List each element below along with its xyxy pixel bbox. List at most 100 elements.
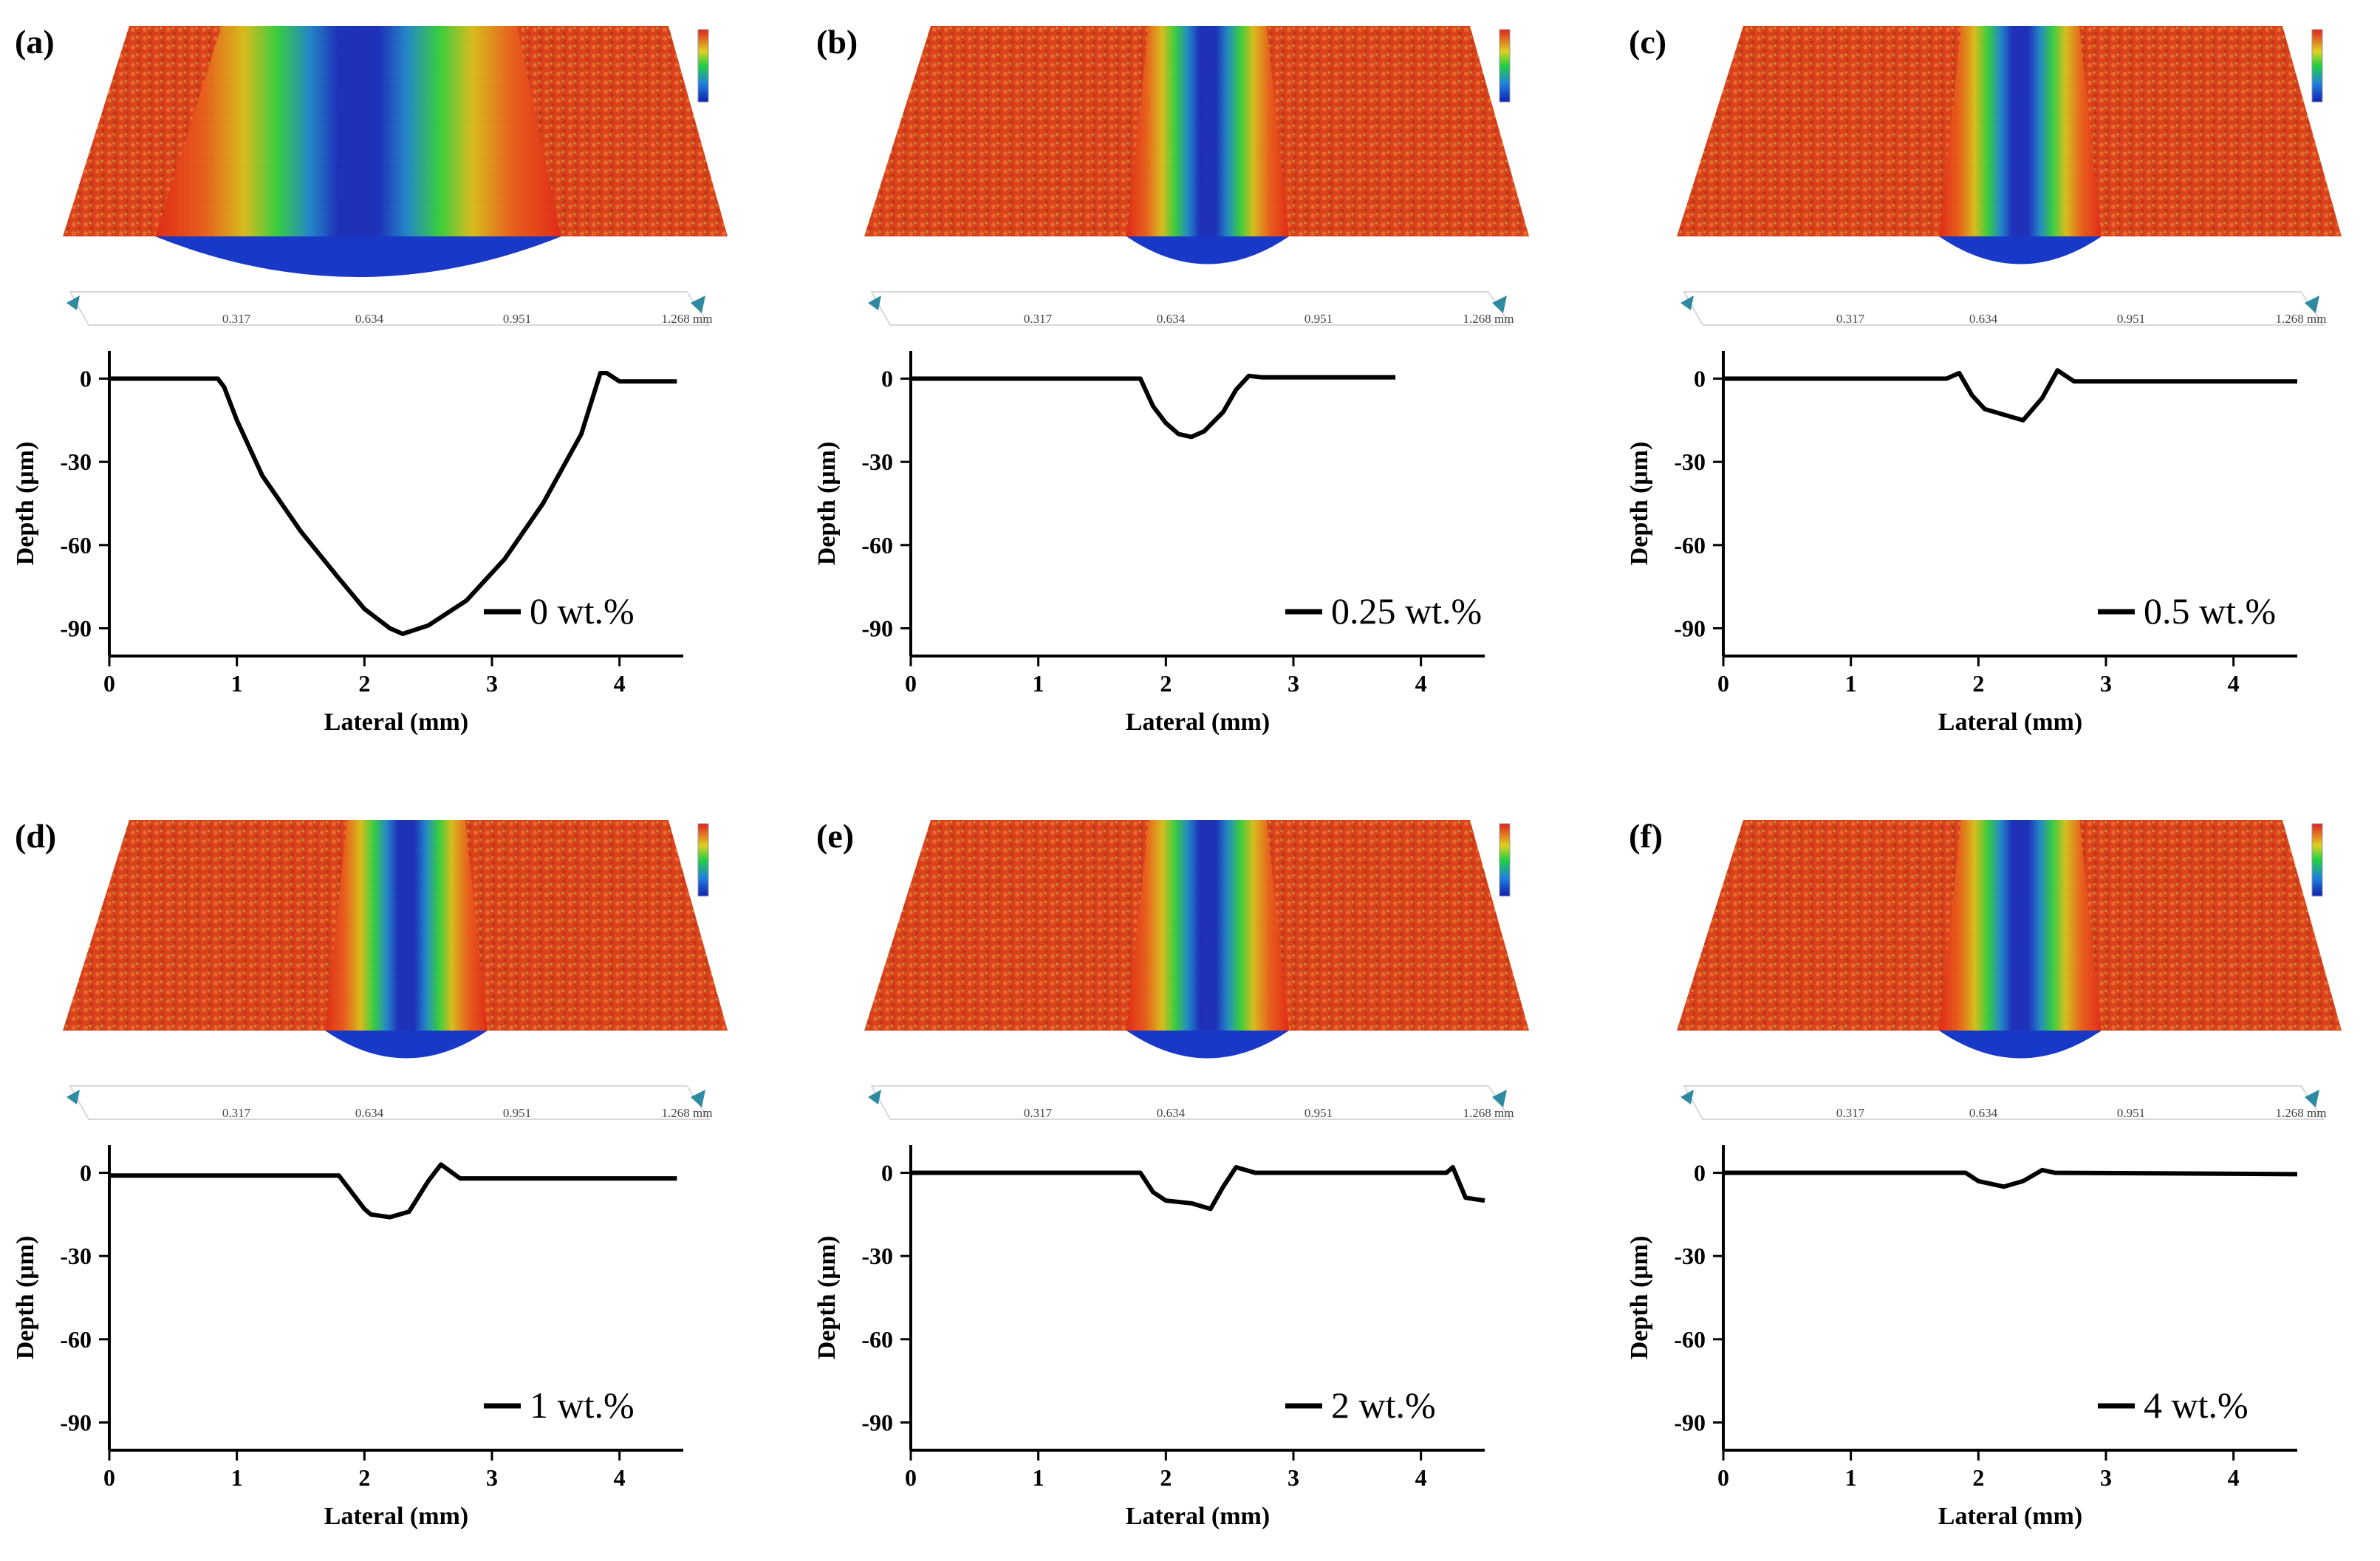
wear-track — [1126, 820, 1289, 1031]
depth-profile-chart: 0 -30 -60 -90 0 1 2 3 4 Lateral (mm) Depth (μm) 4 w… — [1626, 1145, 2298, 1530]
scan-axis-tick: 0.317 — [222, 1106, 251, 1120]
x-axis-label: Lateral (mm) — [1938, 1503, 2082, 1530]
panel-1: 0.317 0.634 0.951 1.268 mm (b) 0 -30 -60 -90 0 1 2 3… — [813, 23, 1529, 736]
series-line — [1723, 1167, 2298, 1189]
depth-profile-chart: 0 -30 -60 -90 0 1 2 3 4 Lateral (mm) Depth (μm) 0.2… — [813, 351, 1485, 736]
panel-2: 0.317 0.634 0.951 1.268 mm (c) 0 -30 -60 -90 0 1 2 3… — [1626, 23, 2342, 736]
x-tick-label: 2 — [1160, 670, 1172, 697]
legend-label: 4 wt.% — [2144, 1384, 2249, 1426]
axis-marker-icon — [1680, 1090, 1694, 1104]
x-tick-label: 1 — [1845, 1464, 1857, 1491]
wear-track — [1939, 26, 2102, 236]
series-line — [911, 1165, 1485, 1212]
x-tick-label: 2 — [358, 1464, 370, 1491]
surface-floor-grid — [1683, 291, 2325, 326]
axis-marker-icon — [1492, 1090, 1507, 1107]
y-axis-label: Depth (μm) — [813, 442, 841, 566]
legend-label: 1 wt.% — [530, 1384, 635, 1426]
x-tick-label: 4 — [614, 1464, 626, 1491]
x-tick-label: 4 — [1415, 1464, 1427, 1491]
y-tick-label: -90 — [861, 1409, 893, 1435]
axis-marker-icon — [691, 1090, 705, 1107]
axis-marker-icon — [868, 296, 881, 310]
legend-label: 0 wt.% — [530, 590, 635, 632]
x-tick-label: 3 — [486, 670, 498, 697]
panel-label: (e) — [816, 817, 854, 855]
scan-axis-tick: 0.634 — [1157, 312, 1186, 326]
depth-profile-chart: 0 -30 -60 -90 0 1 2 3 4 Lateral (mm) Depth (μm) 0.5… — [1626, 351, 2297, 736]
y-tick-label: -60 — [861, 532, 893, 559]
axis-marker-icon — [1492, 296, 1507, 313]
y-axis-label: Depth (μm) — [12, 1236, 39, 1360]
y-tick-label: -60 — [861, 1326, 893, 1353]
y-tick-label: -30 — [861, 448, 893, 475]
surface-floor-grid — [870, 1085, 1512, 1120]
x-tick-label: 1 — [1845, 670, 1857, 697]
wear-track-dip — [1126, 236, 1289, 264]
wear-track-dip — [1939, 1031, 2102, 1059]
y-tick-label: -60 — [1674, 532, 1706, 559]
x-tick-label: 2 — [1972, 1464, 1984, 1491]
scan-axis-tick: 0.951 — [503, 312, 531, 326]
depth-profile-chart: 0 -30 -60 -90 0 1 2 3 4 Lateral (mm) Depth (μm) 2 w… — [813, 1145, 1485, 1530]
scan-axis-tick: 0.317 — [1836, 312, 1865, 326]
scan-axis-tick: 0.634 — [1157, 1106, 1186, 1120]
x-tick-label: 4 — [614, 670, 626, 697]
y-axis-label: Depth (μm) — [1626, 1236, 1653, 1360]
scan-axis-tick: 0.317 — [222, 312, 251, 326]
x-tick-label: 1 — [1033, 670, 1044, 697]
axis-marker-icon — [691, 296, 705, 313]
x-tick-label: 2 — [358, 670, 370, 697]
panel-label: (b) — [816, 23, 858, 61]
x-axis-label: Lateral (mm) — [1126, 1503, 1270, 1530]
x-tick-label: 3 — [2100, 1464, 2112, 1491]
depth-profile-chart: 0 -30 -60 -90 0 1 2 3 4 Lateral (mm) Depth (μm) 1 w… — [12, 1145, 683, 1530]
y-tick-label: -90 — [1674, 1409, 1706, 1435]
legend-label: 0.25 wt.% — [1331, 590, 1482, 632]
legend-label: 0.5 wt.% — [2144, 590, 2276, 632]
scan-axis-tick: 0.951 — [2117, 1106, 2145, 1120]
x-tick-label: 3 — [486, 1464, 498, 1491]
y-axis-label: Depth (μm) — [1626, 442, 1653, 566]
y-tick-label: -60 — [60, 1326, 92, 1353]
scan-axis-tick: 0.634 — [355, 1106, 384, 1120]
x-tick-label: 0 — [905, 1464, 917, 1491]
scan-axis-tick: 0.317 — [1024, 312, 1053, 326]
scan-axis-tick: 1.268 mm — [662, 1106, 713, 1120]
scan-axis-tick: 0.317 — [1836, 1106, 1865, 1120]
x-axis-label: Lateral (mm) — [324, 708, 468, 736]
axis-marker-icon — [2305, 296, 2319, 313]
wear-track-dip — [1126, 1031, 1289, 1059]
y-tick-label: 0 — [1694, 1160, 1706, 1186]
x-tick-label: 0 — [905, 670, 917, 697]
scan-axis-tick: 0.951 — [1304, 1106, 1333, 1120]
y-axis-label: Depth (μm) — [813, 1236, 841, 1360]
x-tick-label: 2 — [1160, 1464, 1172, 1491]
scan-axis-tick: 1.268 mm — [1463, 1106, 1514, 1120]
wear-track — [1126, 26, 1289, 236]
panel-3: 0.317 0.634 0.951 1.268 mm (d) 0 -30 -60 -90 0 1 2 3… — [12, 817, 728, 1530]
y-tick-label: -90 — [60, 615, 92, 641]
y-tick-label: 0 — [80, 366, 92, 392]
panel-5: 0.317 0.634 0.951 1.268 mm (f) 0 -30 -60 -90 0 1 2 3… — [1626, 817, 2342, 1530]
wear-track-dip — [325, 1031, 488, 1059]
series-line — [1723, 368, 2297, 423]
panel-label: (f) — [1629, 817, 1663, 855]
colorbar — [2311, 29, 2323, 103]
panel-4: 0.317 0.634 0.951 1.268 mm (e) 0 -30 -60 -90 0 1 2 3… — [813, 817, 1529, 1530]
y-tick-label: -30 — [861, 1243, 893, 1269]
wear-track — [155, 26, 561, 236]
3d-surface-plot: 0.317 0.634 0.951 1.268 mm — [63, 820, 728, 1120]
surface-floor-grid — [69, 291, 711, 326]
colorbar — [697, 29, 709, 103]
scan-axis-tick: 1.268 mm — [1463, 312, 1514, 326]
x-tick-label: 0 — [1717, 670, 1729, 697]
y-axis-label: Depth (μm) — [12, 442, 39, 566]
colorbar — [1499, 29, 1511, 103]
x-axis-label: Lateral (mm) — [1126, 708, 1270, 736]
x-tick-label: 3 — [1288, 670, 1299, 697]
scan-axis-tick: 0.951 — [2117, 312, 2145, 326]
x-tick-label: 2 — [1972, 670, 1984, 697]
scan-axis-tick: 1.268 mm — [662, 312, 713, 326]
